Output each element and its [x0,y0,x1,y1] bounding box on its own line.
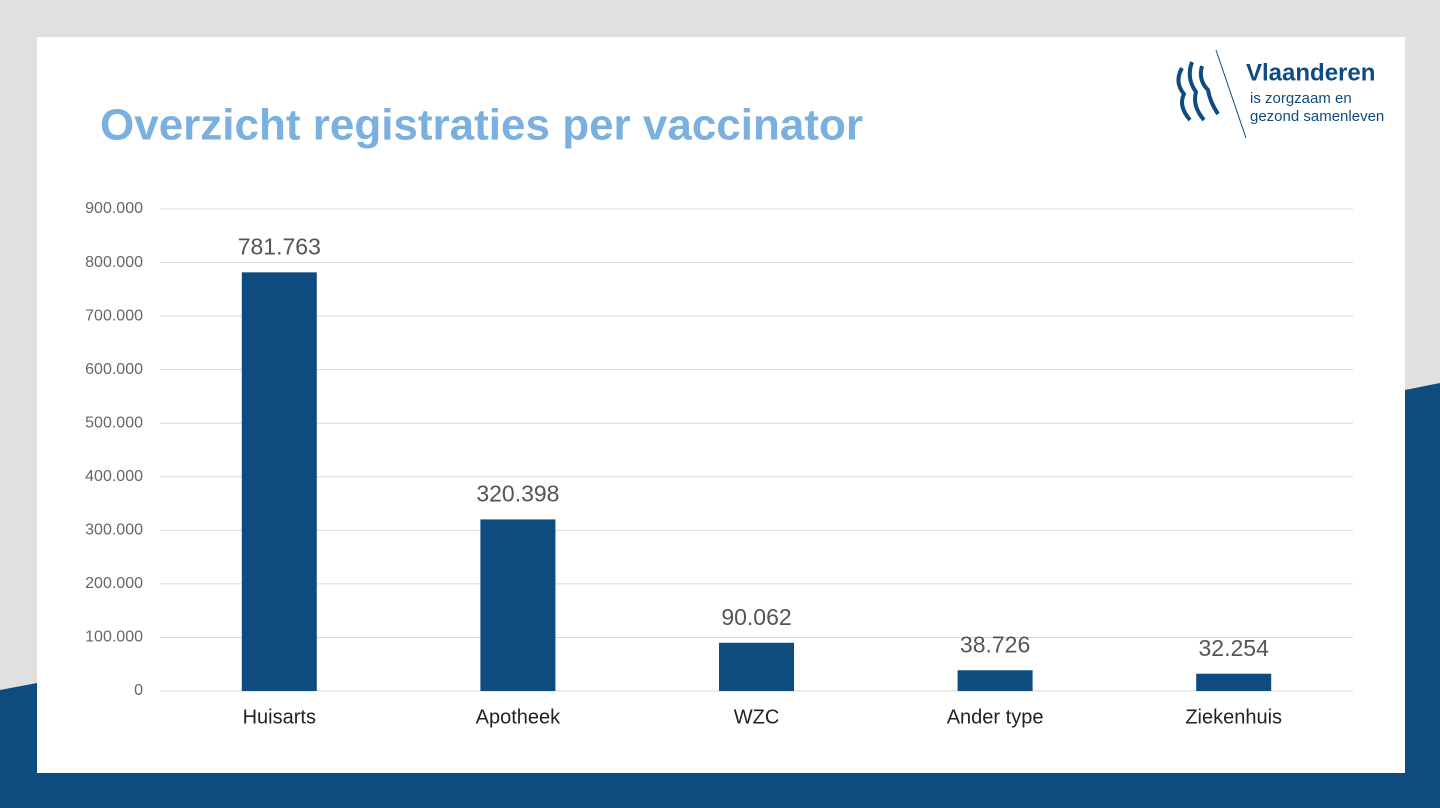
logo-name: Vlaanderen [1246,59,1375,86]
logo-divider [1215,49,1247,139]
logo-tagline: is zorgzaam en [1250,90,1352,107]
y-tick-label: 100.000 [85,629,143,646]
value-label: 38.726 [960,631,1030,657]
y-tick-label: 200.000 [85,575,143,592]
logo-tagline: gezond samenleven [1250,108,1384,125]
y-tick-label: 0 [134,682,143,699]
value-label: 781.763 [238,233,321,259]
x-tick-label: Apotheek [476,706,562,728]
y-tick-label: 700.000 [85,307,143,324]
y-tick-label: 800.000 [85,254,143,271]
value-label: 32.254 [1199,635,1270,661]
value-label: 320.398 [476,480,559,506]
y-tick-label: 600.000 [85,361,143,378]
footer-band [0,773,1440,808]
bar [480,519,556,691]
chart-title: Overzicht registraties per vaccinator [100,101,863,150]
x-tick-label: WZC [734,706,780,728]
corner-shape [1405,383,1440,808]
y-tick-label: 400.000 [85,468,143,485]
value-label: 90.062 [721,604,791,630]
logo: Vlaanderen is zorgzaam en gezond samenle… [1176,49,1384,139]
bar [241,272,317,691]
y-tick-label: 300.000 [85,522,143,539]
bar [957,670,1033,691]
bar [719,642,794,691]
x-tick-label: Ander type [947,706,1044,728]
y-tick-label: 500.000 [85,414,143,431]
x-tick-label: Huisarts [243,706,316,728]
bar [1196,673,1272,691]
y-tick-label: 900.000 [85,200,143,217]
logo-mark [1176,61,1220,122]
x-tick-label: Ziekenhuis [1185,706,1282,728]
